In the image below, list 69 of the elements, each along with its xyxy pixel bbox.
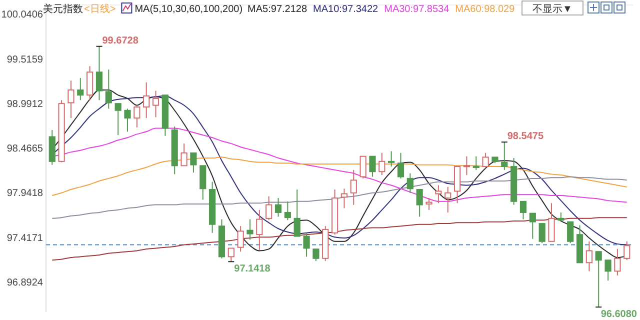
y-tick-label: 98.4665: [6, 144, 44, 155]
annotation: MA(5,10,30,60,100,200): [134, 4, 243, 15]
text: MA5:97.2128: [248, 4, 308, 15]
text: MA60:98.029: [455, 4, 516, 15]
candlestick: [86, 66, 94, 101]
candlestick: [360, 156, 366, 179]
candlestick: [134, 104, 140, 128]
y-tick-label: 99.5159: [6, 54, 44, 66]
candlestick: [435, 184, 442, 204]
annotation: 不显示▼: [532, 4, 572, 15]
candlestick: [538, 223, 546, 244]
y-tick-label: 97.4171: [6, 232, 44, 244]
candlestick: [180, 143, 188, 166]
annotation: 97.1418: [234, 264, 271, 275]
candlestick: [143, 82, 150, 119]
annotation: 96.6080: [600, 309, 638, 320]
candlestick: [416, 189, 423, 218]
candlestick: [472, 156, 480, 170]
candlestick: [77, 78, 84, 101]
y-tick-label: 98.9912: [6, 98, 44, 110]
candlestick: [388, 150, 395, 168]
candlestick: [463, 156, 470, 176]
candlestick: [68, 80, 74, 119]
candlestick: [114, 103, 122, 136]
candlestick: [350, 169, 357, 206]
candlestick: [444, 186, 452, 213]
candlestick: [614, 248, 621, 276]
candlestick: [624, 240, 630, 261]
candlestick: [266, 196, 272, 221]
candlestick: [190, 152, 197, 173]
candlestick: [303, 232, 310, 258]
candlestick: [548, 202, 555, 242]
candlestick: [312, 248, 320, 262]
chart-title: 美元指数: [43, 3, 83, 15]
annotation: 98.5475: [507, 131, 544, 142]
y-tick-label: 97.9418: [6, 188, 44, 200]
candlestick: [369, 156, 376, 178]
candlestick: [256, 209, 263, 250]
candlestick: [284, 200, 291, 221]
candlestick: [274, 198, 282, 218]
candlestick: [586, 240, 592, 272]
candlestick: [124, 108, 131, 132]
candlestick: [529, 212, 536, 240]
candlestick: [246, 218, 254, 240]
candlestick: [152, 90, 160, 118]
candlestick: [406, 172, 414, 194]
candlestick: [426, 198, 432, 210]
candlestick: [340, 188, 348, 209]
candlestick: [200, 165, 206, 200]
text: MA10:97.3422: [313, 4, 379, 15]
candlestick: [604, 260, 612, 282]
candlestick: [378, 152, 386, 176]
candlestick: [105, 69, 112, 110]
chart-subtitle: <日线>: [84, 3, 116, 15]
candlestick: [397, 152, 404, 179]
annotation: 99.6728: [102, 35, 139, 46]
line-series: [52, 176, 628, 219]
candlestick: [520, 200, 527, 220]
candlestick: [567, 221, 574, 244]
candlestick: [294, 189, 300, 237]
y-tick-label: 96.8924: [6, 278, 44, 289]
candlestick: [558, 212, 564, 222]
candlestick: [501, 142, 508, 170]
candlestick: [595, 251, 602, 308]
text: MA30:97.8534: [384, 4, 450, 15]
candlestick: [237, 226, 244, 252]
candlestick: [228, 248, 234, 262]
y-tick-label: 100.0406: [1, 10, 44, 21]
candlestick: [482, 152, 489, 169]
